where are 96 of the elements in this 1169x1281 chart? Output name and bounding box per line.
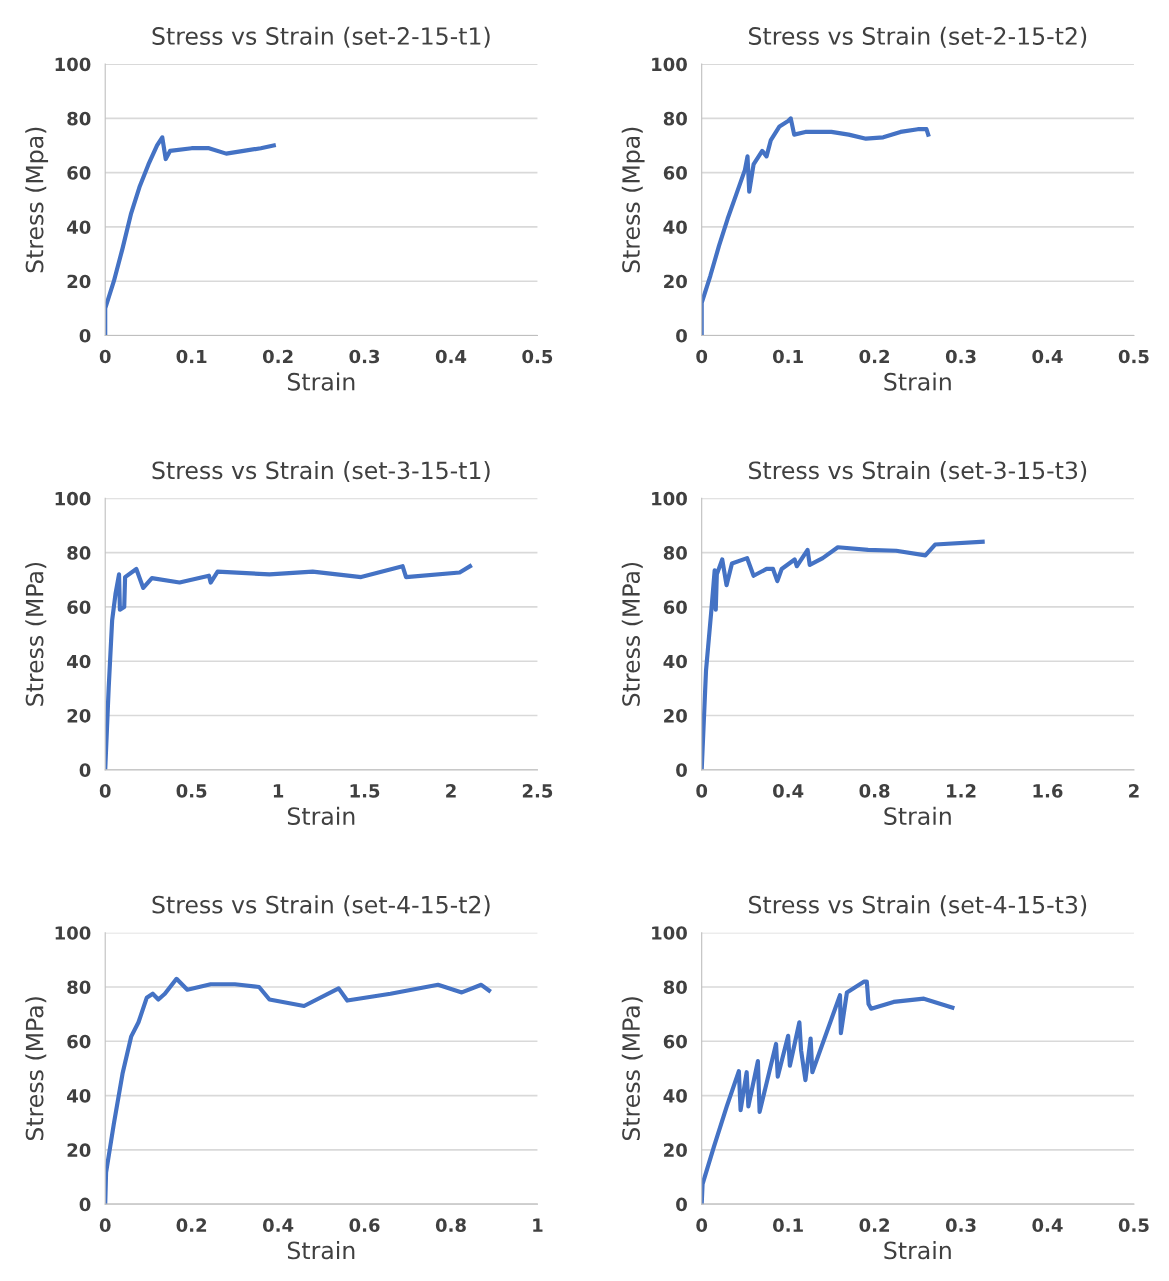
y-tick-label: 100 (652, 491, 687, 506)
y-axis-title: Stress (MPa) (621, 562, 643, 706)
x-tick-label: 0.3 (945, 1218, 976, 1233)
y-tick-label: 40 (663, 220, 687, 235)
x-tick-label: 0.2 (176, 1218, 207, 1233)
x-tick-label: 0.4 (1032, 1218, 1063, 1233)
x-tick-label: 0.2 (859, 1218, 890, 1233)
x-tick-label: 0 (696, 784, 708, 798)
y-tick-label: 80 (67, 111, 91, 126)
x-tick-label: 0.4 (435, 349, 467, 364)
x-tick-label: 1 (533, 1218, 543, 1232)
x-tick-label: 0.8 (435, 1218, 466, 1233)
y-tick-label: 60 (67, 166, 91, 180)
chart-title: Stress vs Strain (set-2-15-t1) (152, 26, 490, 48)
x-tick-label: 0.3 (945, 349, 976, 364)
x-tick-label: 1.5 (350, 784, 380, 798)
y-tick-label: 0 (79, 1197, 91, 1212)
y-tick-label: 20 (664, 1143, 687, 1157)
chart-title: Stress vs Strain (set-3-15-t3) (749, 460, 1087, 483)
x-tick-label: 1 (273, 784, 284, 798)
x-tick-label: 0.4 (773, 784, 804, 798)
chart-title: Stress vs Strain (set-4-15-t3) (749, 895, 1087, 917)
x-tick-label: 0.2 (859, 349, 890, 364)
y-axis-title: Stress (Mpa) (621, 127, 645, 273)
x-tick-label: 0.5 (1118, 1218, 1149, 1233)
x-axis-title: Strain (287, 806, 355, 826)
x-tick-label: 0.6 (349, 1218, 380, 1233)
y-tick-label: 100 (55, 926, 91, 940)
x-tick-label: 0.1 (773, 1218, 803, 1233)
x-tick-label: 0.5 (522, 349, 553, 364)
x-tick-label: 1.2 (947, 784, 976, 798)
y-tick-label: 20 (664, 708, 687, 723)
x-tick-label: 0.1 (176, 349, 207, 364)
y-tick-label: 80 (67, 546, 91, 560)
y-tick-label: 60 (663, 600, 687, 615)
line-series (701, 539, 985, 770)
x-tick-label: 0 (99, 1218, 111, 1233)
line-series (701, 979, 955, 1205)
y-tick-label: 40 (67, 654, 91, 669)
y-tick-label: 20 (67, 1143, 91, 1157)
y-axis-title: Stress (MPa) (25, 997, 47, 1141)
x-tick-label: 0.5 (1118, 349, 1149, 364)
y-tick-label: 80 (663, 546, 687, 560)
y-tick-label: 60 (67, 600, 91, 615)
y-tick-label: 40 (663, 654, 687, 669)
x-tick-label: 2.5 (522, 784, 553, 798)
y-tick-label: 0 (676, 1197, 687, 1212)
y-tick-label: 0 (676, 763, 687, 777)
y-tick-label: 40 (67, 1089, 91, 1103)
y-tick-label: 20 (664, 274, 687, 289)
chart-title: Stress vs Strain (set-4-15-t2) (152, 895, 490, 917)
y-tick-label: 40 (67, 220, 91, 235)
line-series (105, 564, 473, 770)
x-axis-title: Strain (884, 806, 951, 826)
x-axis-title: Strain (884, 372, 951, 391)
x-tick-label: 0 (99, 784, 111, 798)
line-series (701, 116, 931, 336)
chart-title: Stress vs Strain (set-3-15-t1) (152, 460, 490, 483)
y-tick-label: 0 (676, 328, 687, 343)
y-tick-label: 100 (652, 57, 687, 72)
x-tick-label: 0.2 (262, 349, 293, 364)
y-tick-label: 80 (663, 111, 687, 126)
x-axis-title: Strain (287, 1241, 355, 1260)
y-tick-label: 0 (79, 328, 91, 343)
x-axis-title: Strain (884, 1241, 951, 1260)
y-tick-label: 20 (67, 708, 91, 723)
x-tick-label: 0.8 (859, 784, 890, 798)
y-tick-label: 60 (663, 1034, 687, 1049)
x-tick-label: 0.5 (176, 784, 207, 798)
y-tick-label: 60 (663, 166, 687, 180)
x-tick-label: 0 (99, 349, 111, 364)
x-axis-title: Strain (287, 372, 355, 391)
line-series (105, 135, 276, 336)
x-tick-label: 0.4 (262, 1218, 294, 1233)
y-tick-label: 60 (67, 1034, 91, 1049)
y-axis-title: Stress (Mpa) (25, 127, 49, 273)
y-tick-label: 100 (652, 926, 687, 940)
y-tick-label: 40 (663, 1089, 687, 1103)
y-axis-title: Stress (MPa) (621, 997, 643, 1141)
x-tick-label: 0.1 (773, 349, 803, 364)
y-tick-label: 100 (55, 57, 91, 72)
y-tick-label: 0 (79, 763, 91, 777)
y-tick-label: 80 (67, 980, 91, 995)
x-tick-label: 0 (696, 1218, 708, 1233)
x-tick-label: 0 (696, 349, 708, 364)
x-tick-label: 2 (1129, 784, 1139, 798)
chart-title: Stress vs Strain (set-2-15-t2) (749, 26, 1087, 48)
x-tick-label: 2 (446, 784, 456, 798)
x-tick-label: 0.3 (349, 349, 380, 364)
x-tick-label: 0.4 (1032, 349, 1063, 364)
y-tick-label: 100 (55, 491, 91, 506)
line-series (105, 976, 492, 1205)
x-tick-label: 1.6 (1033, 784, 1063, 798)
y-tick-label: 80 (663, 980, 687, 995)
y-axis-title: Stress (MPa) (25, 562, 47, 706)
y-tick-label: 20 (67, 274, 91, 289)
